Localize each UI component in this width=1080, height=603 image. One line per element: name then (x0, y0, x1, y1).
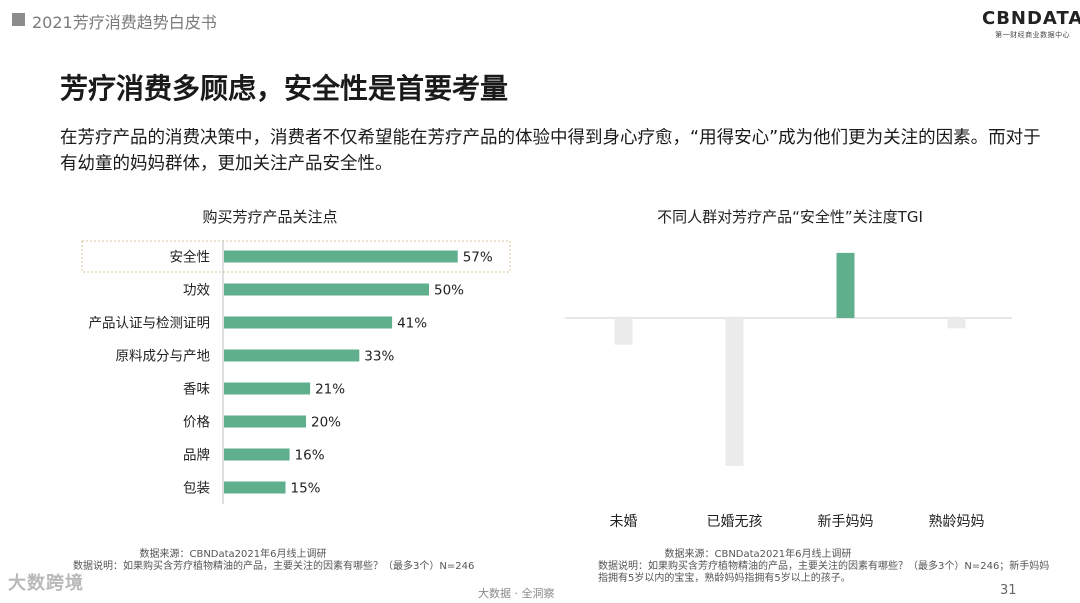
category-label: 功效 (183, 283, 210, 299)
tgi-bar (836, 252, 855, 318)
category-label: 已婚无孩 (707, 514, 763, 530)
category-label: 香味 (183, 382, 210, 398)
safety-tgi-bar-chart: 未婚 已婚无孩 新手妈妈 熟龄妈妈 (565, 252, 1012, 530)
category-label: 产品认证与检测证明 (89, 316, 211, 332)
bar (224, 481, 286, 494)
header-title: 2021芳疗消费趋势白皮书 (32, 13, 217, 32)
category-label: 熟龄妈妈 (929, 514, 985, 530)
left-chart-notes: 数据来源：CBNData2021年6月线上调研 数据说明：如果购买含芳疗植物精油… (73, 549, 533, 573)
category-label: 包装 (183, 481, 210, 497)
highlight-box (81, 240, 511, 273)
value-label: 21% (315, 382, 345, 398)
category-label: 安全性 (170, 249, 211, 266)
bar (224, 250, 458, 263)
value-label: 50% (434, 283, 464, 299)
bar (224, 283, 429, 296)
tgi-bar (725, 318, 744, 466)
watermark: 大数跨境 (8, 573, 84, 594)
tgi-bar (947, 318, 966, 329)
bar (224, 349, 360, 362)
category-label: 新手妈妈 (818, 514, 874, 530)
value-label: 41% (397, 316, 427, 332)
header-square (12, 13, 25, 26)
cbndata-logo: CBNDATA 第一财经商业数据中心 (982, 8, 1080, 40)
footer-slogan: 大数据 · 全洞察 (478, 587, 555, 600)
value-label: 20% (311, 415, 341, 431)
value-label: 57% (463, 250, 493, 266)
tgi-bar (614, 318, 633, 345)
value-label: 33% (364, 349, 394, 365)
right-chart-title: 不同人群对芳疗产品“安全性”关注度TGI (657, 208, 923, 226)
right-chart-notes: 数据来源：CBNData2021年6月线上调研 数据说明：如果购买含芳疗植物精油… (598, 549, 1058, 585)
intro-text: 在芳疗产品的消费决策中，消费者不仅希望能在芳疗产品的体验中得到身心疗愈，“用得安… (60, 128, 1041, 174)
page-title: 芳疗消费多顾虑，安全性是首要考量 (60, 72, 509, 105)
attention-factors-bar-chart: 安全性 57% 功效 50% 产品认证与检测证明 41% 原料成分与产地 33% 香味 21% 价格… (81, 240, 511, 504)
left-desc-note: 数据说明：如果购买含芳疗植物精油的产品，主要关注的因素有哪些？（最多3个）N=2… (73, 561, 475, 572)
value-label: 16% (295, 448, 325, 464)
left-source-note: 数据来源：CBNData2021年6月线上调研 (139, 549, 327, 560)
logo-sub: 第一财经商业数据中心 (995, 31, 1071, 39)
left-chart-title: 购买芳疗产品关注点 (202, 208, 338, 226)
bar (224, 382, 311, 395)
category-label: 价格 (183, 415, 210, 431)
logo-main: CBNDATA (982, 8, 1080, 29)
value-label: 15% (291, 481, 321, 497)
page-number: 31 (1000, 583, 1017, 598)
bar (224, 415, 306, 428)
category-label: 品牌 (183, 447, 210, 464)
right-desc-note: 数据说明：如果购买含芳疗植物精油的产品，主要关注的因素有哪些？（最多3个）N=2… (598, 561, 1050, 584)
bar (224, 316, 393, 329)
category-label: 原料成分与产地 (116, 349, 211, 365)
right-source-note: 数据来源：CBNData2021年6月线上调研 (664, 549, 852, 560)
category-label: 未婚 (610, 514, 638, 530)
bar (224, 448, 290, 461)
